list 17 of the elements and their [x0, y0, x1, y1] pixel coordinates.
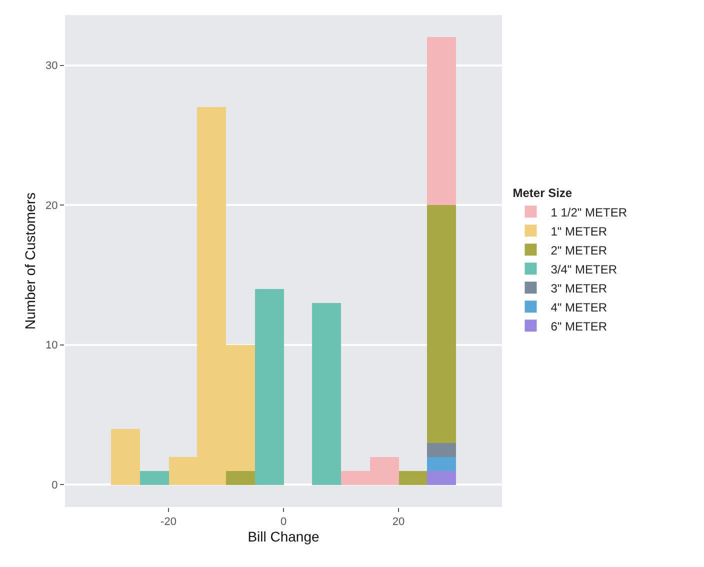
legend-label: 1 1/2" METER	[550, 205, 628, 220]
y-axis-title: Number of Customers	[22, 192, 38, 330]
y-tick-label: 30	[46, 60, 58, 72]
legend-label: 1" METER	[550, 224, 608, 238]
y-tick-label: 0	[52, 479, 58, 492]
legend-label: 4" METER	[550, 300, 608, 314]
x-tick-label: -20	[160, 516, 176, 528]
x-tick-label: 0	[280, 516, 287, 528]
x-tick-label: 20	[392, 516, 405, 528]
y-tick-label: 20	[46, 200, 58, 212]
x-axis-title: Bill Change	[248, 528, 320, 544]
legend-label: 3/4" METER	[550, 262, 618, 276]
legend-label: 6" METER	[550, 319, 608, 334]
legend-label: 3" METER	[550, 281, 608, 296]
legend-label: 2" METER	[550, 243, 608, 258]
y-tick-label: 10	[46, 340, 58, 352]
legend-title: Meter Size	[512, 186, 572, 200]
